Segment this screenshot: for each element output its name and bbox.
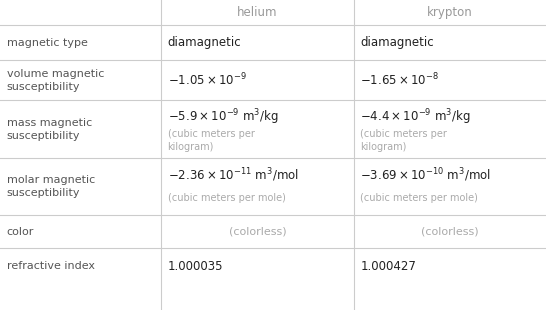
Text: magnetic type: magnetic type xyxy=(7,38,87,48)
Text: $-4.4\times10^{-9}$ m$^3$/kg: $-4.4\times10^{-9}$ m$^3$/kg xyxy=(360,108,471,127)
Text: (colorless): (colorless) xyxy=(229,227,286,237)
Text: krypton: krypton xyxy=(427,6,473,19)
Text: $-3.69\times10^{-10}$ m$^3$/mol: $-3.69\times10^{-10}$ m$^3$/mol xyxy=(360,166,491,184)
Text: mass magnetic
susceptibility: mass magnetic susceptibility xyxy=(7,117,92,141)
Text: diamagnetic: diamagnetic xyxy=(360,36,434,49)
Text: color: color xyxy=(7,227,34,237)
Text: $-1.65\times10^{-8}$: $-1.65\times10^{-8}$ xyxy=(360,72,440,89)
Text: (cubic meters per
kilogram): (cubic meters per kilogram) xyxy=(360,129,447,152)
Text: (cubic meters per
kilogram): (cubic meters per kilogram) xyxy=(168,129,254,152)
Text: 1.000035: 1.000035 xyxy=(168,260,223,272)
Text: $-5.9\times10^{-9}$ m$^3$/kg: $-5.9\times10^{-9}$ m$^3$/kg xyxy=(168,108,278,127)
Text: (colorless): (colorless) xyxy=(421,227,479,237)
Text: 1.000427: 1.000427 xyxy=(360,260,416,272)
Text: molar magnetic
susceptibility: molar magnetic susceptibility xyxy=(7,175,95,198)
Text: (cubic meters per mole): (cubic meters per mole) xyxy=(168,193,286,203)
Text: (cubic meters per mole): (cubic meters per mole) xyxy=(360,193,478,203)
Text: $-2.36\times10^{-11}$ m$^3$/mol: $-2.36\times10^{-11}$ m$^3$/mol xyxy=(168,166,299,184)
Text: $-1.05\times10^{-9}$: $-1.05\times10^{-9}$ xyxy=(168,72,247,89)
Text: diamagnetic: diamagnetic xyxy=(168,36,241,49)
Text: volume magnetic
susceptibility: volume magnetic susceptibility xyxy=(7,69,104,92)
Text: refractive index: refractive index xyxy=(7,261,94,271)
Text: helium: helium xyxy=(237,6,278,19)
